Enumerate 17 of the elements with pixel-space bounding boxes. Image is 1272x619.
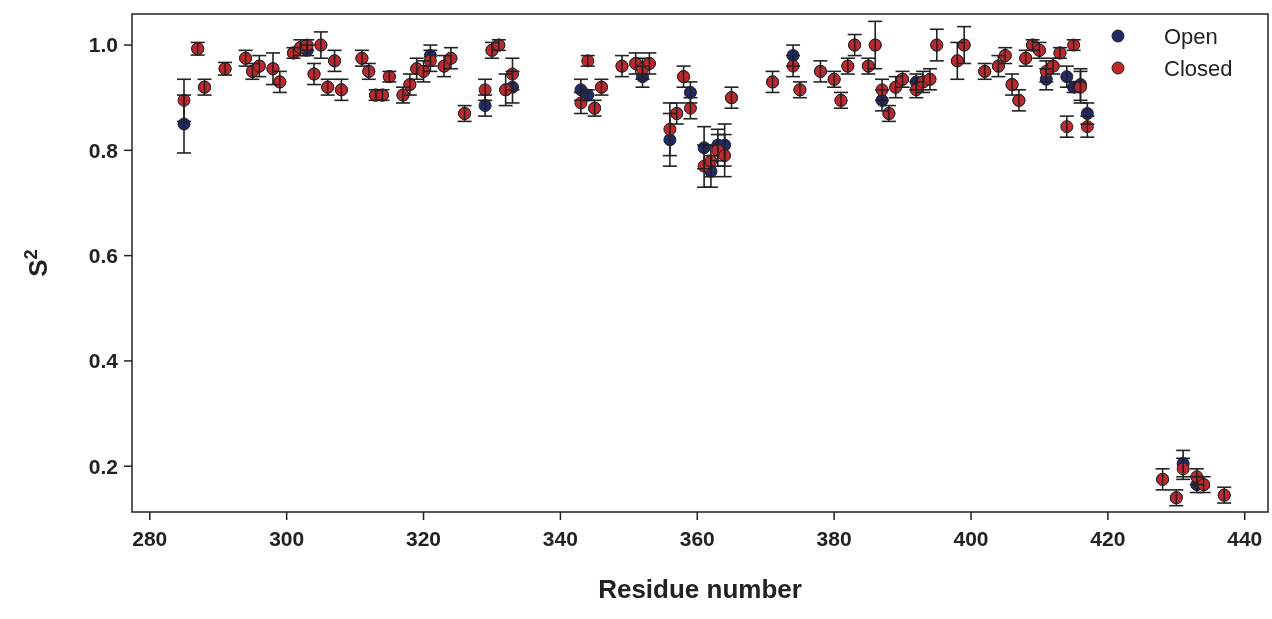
legend-label: Open bbox=[1164, 23, 1218, 49]
x-tick-label: 300 bbox=[269, 527, 305, 550]
x-tick-label: 440 bbox=[1227, 527, 1263, 550]
x-tick-label: 380 bbox=[816, 527, 852, 550]
x-tick-label: 280 bbox=[132, 527, 168, 550]
x-tick-label: 320 bbox=[406, 527, 442, 550]
x-tick-label: 360 bbox=[679, 527, 715, 550]
legend-label: Closed bbox=[1164, 55, 1233, 81]
x-tick-label: 340 bbox=[542, 527, 578, 550]
y-tick-label: 0.6 bbox=[88, 243, 118, 267]
y-tick-label: 0.4 bbox=[88, 349, 119, 373]
x-tick-label: 420 bbox=[1090, 527, 1126, 550]
y-tick-label: 1.0 bbox=[88, 33, 118, 57]
x-axis-title: Residue number bbox=[598, 574, 802, 604]
x-tick-label: 400 bbox=[953, 527, 989, 550]
y-tick-label: 0.2 bbox=[88, 454, 118, 478]
y-tick-label: 0.8 bbox=[88, 138, 119, 162]
